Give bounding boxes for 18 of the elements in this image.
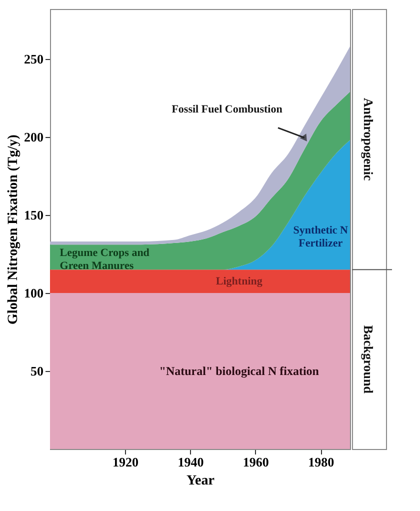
x-tick-label: 1940 (178, 454, 204, 470)
y-axis-title: Global Nitrogen Fixation (Tg/y) (6, 134, 21, 324)
y-tick-label: 100 (24, 285, 44, 300)
text: Background (361, 325, 376, 394)
x-axis-title: Year (186, 474, 214, 488)
series-label: Lightning (216, 275, 263, 288)
x-tick-label: 1960 (242, 454, 269, 470)
series-label: Legume Crops and Green Manures (60, 247, 150, 272)
x-tick-label: 1980 (308, 454, 334, 470)
series-label: Synthetic N Fertilizer (293, 224, 348, 250)
y-tick-label: 150 (24, 207, 44, 222)
y-tick-label: 250 (24, 51, 44, 66)
y-tick-label: 200 (24, 129, 44, 144)
text: Fossil Fuel Combustion (172, 104, 282, 116)
y-tick-label: 50 (30, 363, 44, 378)
series-label: "Natural" biological N fixation (159, 364, 320, 378)
text: Anthropogenic (361, 98, 376, 181)
x-tick-label: 1920 (112, 454, 138, 470)
